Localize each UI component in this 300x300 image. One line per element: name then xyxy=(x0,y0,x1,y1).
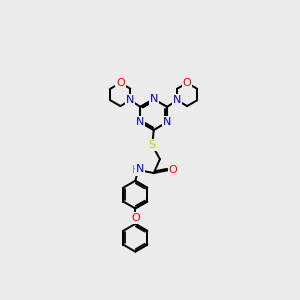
Text: N: N xyxy=(136,117,145,127)
Text: O: O xyxy=(169,165,177,175)
Text: N: N xyxy=(126,95,135,105)
Text: N: N xyxy=(150,94,158,104)
Text: O: O xyxy=(116,78,125,88)
Text: H: H xyxy=(132,165,139,175)
Text: O: O xyxy=(131,213,140,223)
Text: O: O xyxy=(183,78,191,88)
Text: N: N xyxy=(163,117,171,127)
Text: S: S xyxy=(148,140,156,150)
Text: N: N xyxy=(173,95,181,105)
Text: N: N xyxy=(136,164,144,174)
